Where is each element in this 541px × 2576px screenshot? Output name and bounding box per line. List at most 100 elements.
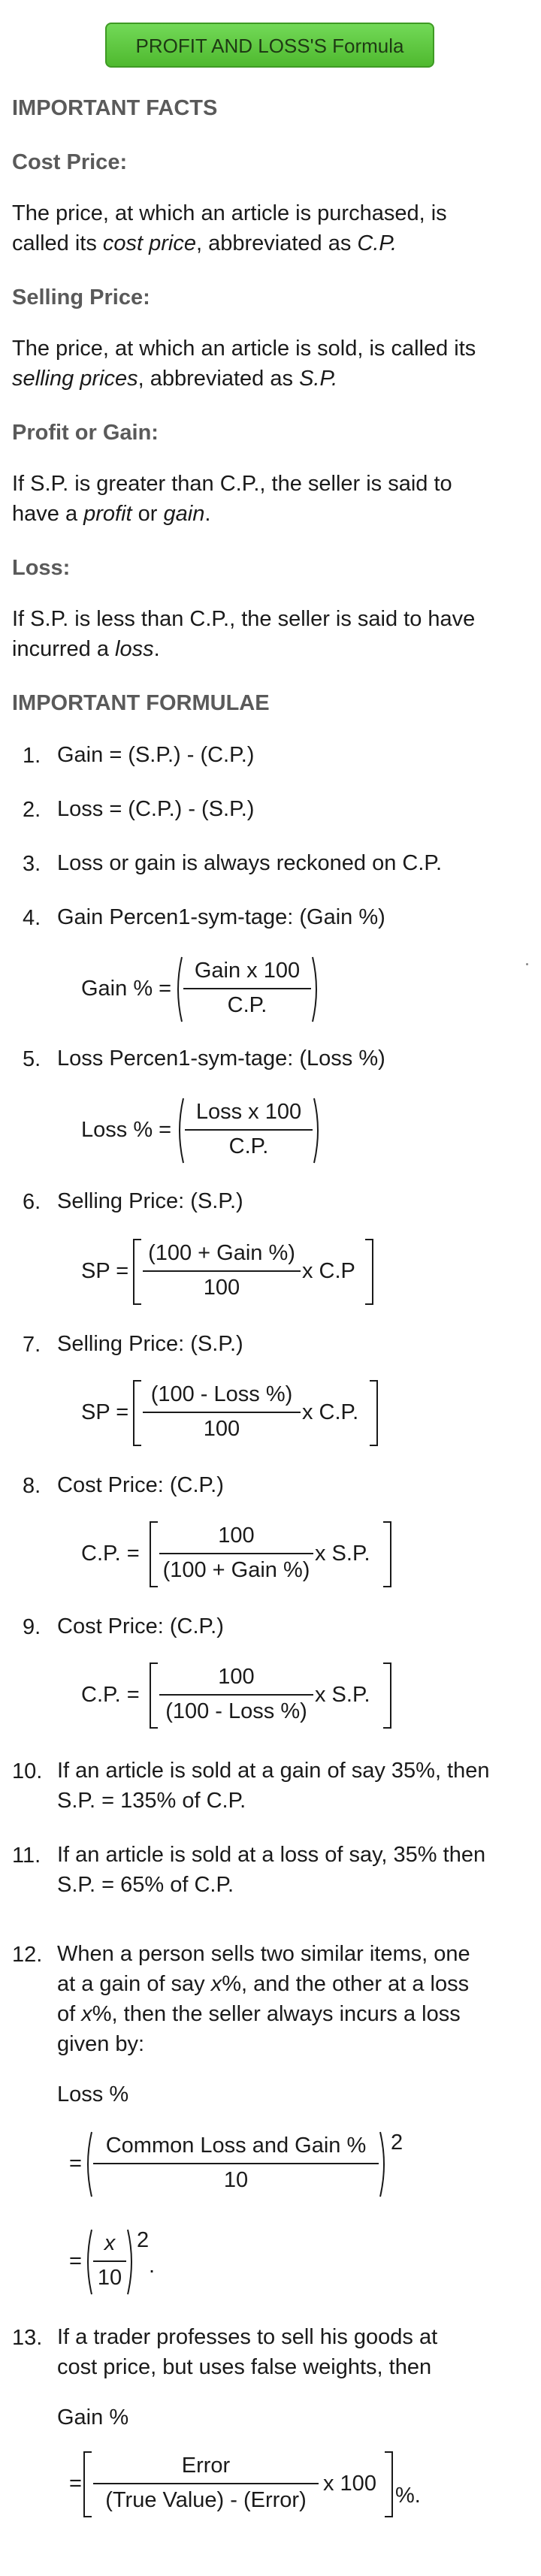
fraction-bar <box>93 2483 319 2484</box>
item-number: 6. <box>23 1190 41 1214</box>
gain-example: If an article is sold at a gain of say 3… <box>57 1756 530 1816</box>
text: at a gain of say <box>57 1972 211 1996</box>
heading-loss: Loss: <box>12 556 71 580</box>
text-line: given by: <box>57 2032 145 2056</box>
selling-price-definition: The price, at which an article is sold, … <box>12 334 530 394</box>
fraction-denominator: 10 <box>223 2168 249 2192</box>
text: called its <box>12 231 103 255</box>
formula-eq: = <box>69 2152 82 2176</box>
fraction-denominator: 100 <box>203 1417 240 1441</box>
text: or <box>131 502 164 526</box>
loss-percentage-title: Loss Percen1-sym-tage: (Loss %) <box>57 1046 385 1071</box>
fraction-denominator: (100 + Gain %) <box>162 1558 310 1582</box>
text-line: at a gain of say x%, and the other at a … <box>57 1969 530 1999</box>
text-italic: cost price <box>102 231 196 255</box>
heading-profit-or-gain: Profit or Gain: <box>12 421 159 445</box>
right-bracket <box>383 1521 391 1587</box>
heading-important-facts: IMPORTANT FACTS <box>12 96 218 120</box>
loss-definition: If S.P. is less than C.P., the seller is… <box>12 604 530 664</box>
formula-eq: = <box>69 2249 82 2273</box>
text: have a <box>12 502 84 526</box>
fraction-numerator: Error <box>181 2454 231 2478</box>
formula-eq: = <box>69 2472 82 2496</box>
formula-tail: x C.P. <box>302 1400 359 1424</box>
text: , abbreviated as <box>196 231 358 255</box>
text: . <box>153 637 160 661</box>
fraction-denominator: 100 <box>203 1276 240 1300</box>
selling-price-title: Selling Price: (S.P.) <box>57 1189 243 1213</box>
text-italic: selling prices <box>12 367 138 391</box>
item-number: 11. <box>12 1844 41 1868</box>
left-paren <box>177 956 183 1022</box>
formula-lhs: Loss % = <box>81 1118 172 1142</box>
fraction-bar <box>93 2260 126 2262</box>
decorative-dot <box>526 963 528 965</box>
text-line: If a trader professes to sell his goods … <box>57 2325 438 2349</box>
right-paren <box>312 956 317 1022</box>
left-bracket <box>150 1662 158 1729</box>
text-line: If S.P. is greater than C.P., the seller… <box>12 472 452 496</box>
fraction-numerator: 100 <box>218 1524 255 1548</box>
formula-percent: %. <box>395 2484 421 2508</box>
item-number: 1. <box>23 744 41 768</box>
left-paren <box>179 1098 184 1164</box>
fraction-numerator: x <box>104 2231 116 2255</box>
text-line: selling prices, abbreviated as S.P. <box>12 364 530 394</box>
text-line: The price, at which an article is sold, … <box>12 337 476 361</box>
text: %, and the other at a loss <box>222 1972 470 1996</box>
item-number: 13. <box>12 2326 43 2350</box>
loss-percent-label: Loss % <box>57 2082 129 2106</box>
exponent: 2 <box>137 2228 150 2252</box>
fraction-bar <box>185 1129 313 1131</box>
text-line: If an article is sold at a gain of say 3… <box>57 1759 490 1783</box>
item-number: 5. <box>23 1047 41 1071</box>
formula-tail: x 100 <box>323 2472 376 2496</box>
formula-lhs: C.P. = <box>81 1542 140 1566</box>
formula-period: . <box>149 2254 156 2278</box>
formula-lhs: Gain % = <box>81 977 172 1001</box>
text-italic: loss <box>115 637 154 661</box>
right-bracket <box>385 2451 393 2517</box>
text-line: cost price, but uses false weights, then <box>57 2355 432 2379</box>
heading-important-formulae: IMPORTANT FORMULAE <box>12 691 270 715</box>
item-number: 8. <box>23 1474 41 1498</box>
fraction-numerator: 100 <box>218 1665 255 1689</box>
left-bracket <box>133 1239 141 1305</box>
text-line: of x%, then the seller always incurs a l… <box>57 1999 530 2029</box>
fraction-denominator: C.P. <box>227 993 267 1017</box>
text-line: S.P. = 135% of C.P. <box>57 1789 246 1813</box>
text-line: called its cost price, abbreviated as C.… <box>12 228 530 258</box>
selling-price-title: Selling Price: (S.P.) <box>57 1332 243 1356</box>
right-bracket <box>370 1380 378 1446</box>
fraction-bar <box>93 2163 379 2164</box>
two-items-rule: When a person sells two similar items, o… <box>57 1939 530 2059</box>
item-number: 2. <box>23 798 41 822</box>
right-bracket <box>383 1662 391 1729</box>
item-number: 7. <box>23 1333 41 1357</box>
item-number: 9. <box>23 1615 41 1639</box>
formula-loss: Loss = (C.P.) - (S.P.) <box>57 797 255 821</box>
profit-loss-formula-button[interactable]: PROFIT AND LOSS'S Formula <box>105 23 434 68</box>
formula-tail: x C.P <box>302 1259 355 1283</box>
text-line: If an article is sold at a loss of say, … <box>57 1843 486 1867</box>
formula-lhs: SP = <box>81 1259 129 1283</box>
cost-price-title: Cost Price: (C.P.) <box>57 1473 224 1497</box>
left-paren <box>87 2131 92 2197</box>
text: %, then the seller always incurs a loss <box>92 2002 461 2026</box>
item-number: 3. <box>23 852 41 876</box>
left-bracket <box>133 1380 141 1446</box>
fraction-bar <box>143 1270 301 1272</box>
text-italic: S.P. <box>299 367 338 391</box>
cost-price-definition: The price, at which an article is purcha… <box>12 198 530 258</box>
fraction-numerator: Gain x 100 <box>194 959 301 983</box>
text: . <box>204 502 211 526</box>
gain-percentage-title: Gain Percen1-sym-tage: (Gain %) <box>57 905 385 929</box>
item-number: 4. <box>23 906 41 930</box>
note-reckoned-on-cp: Loss or gain is always reckoned on C.P. <box>57 851 443 875</box>
formula-tail: x S.P. <box>315 1542 370 1566</box>
fraction-numerator: (100 + Gain %) <box>148 1241 295 1265</box>
text-line: When a person sells two similar items, o… <box>57 1942 470 1966</box>
text-line: If S.P. is less than C.P., the seller is… <box>12 607 476 631</box>
text-italic: gain <box>163 502 205 526</box>
